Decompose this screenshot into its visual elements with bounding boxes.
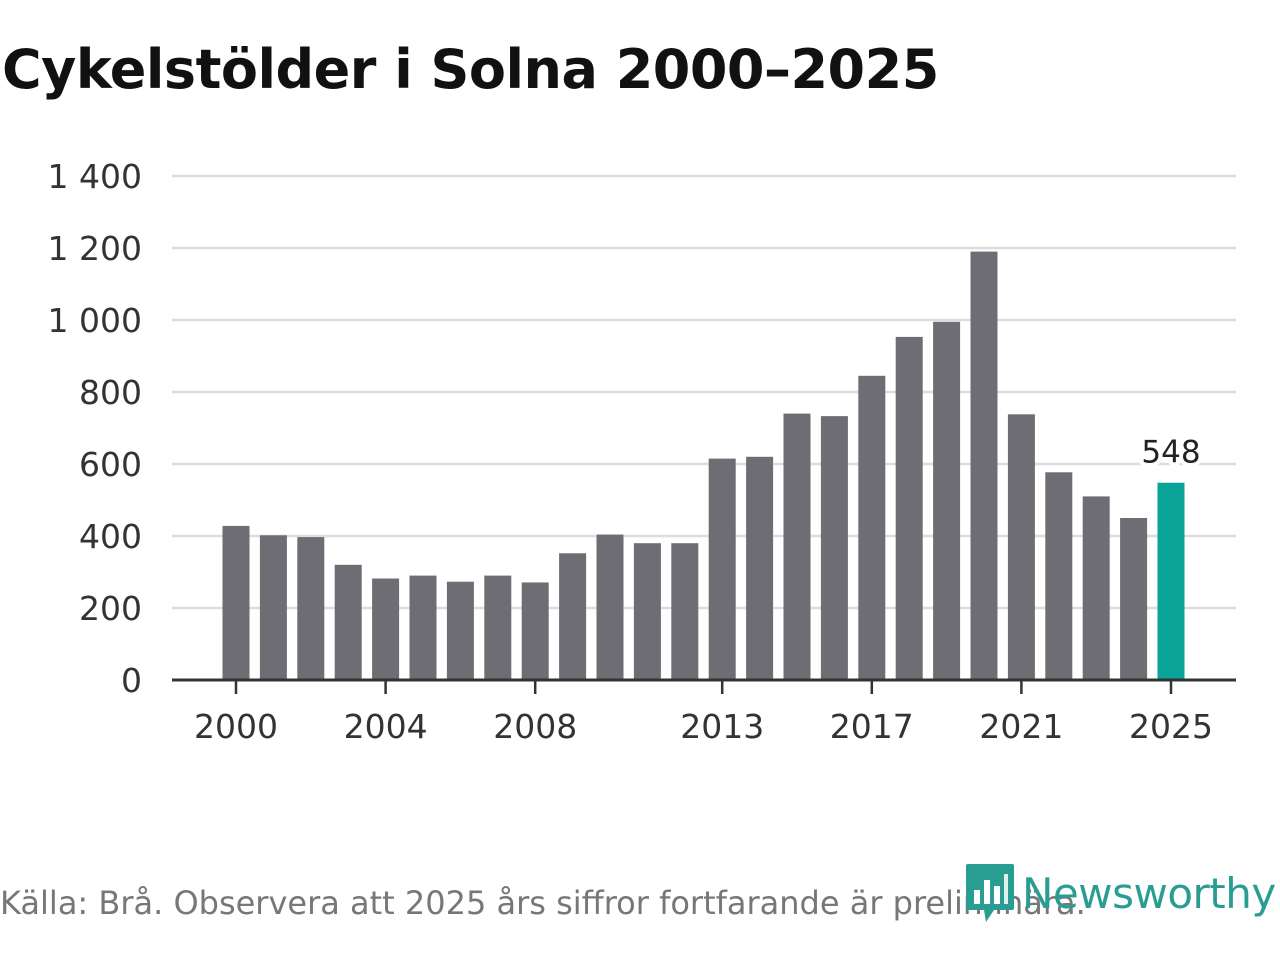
- gridlines: [172, 174, 1236, 610]
- x-axis-ticks: 2000 2004 2008 2013 2017 2021 2025: [194, 680, 1213, 746]
- data-labels: 548: [1137, 431, 1204, 475]
- x-tick-label: 2004: [344, 707, 428, 746]
- x-tick-label: 2025: [1129, 707, 1213, 746]
- bar: [446, 581, 474, 680]
- bar: [1157, 482, 1185, 680]
- x-tick-label: 2008: [493, 707, 577, 746]
- source-note: Källa: Brå. Observera att 2025 års siffr…: [0, 884, 1086, 922]
- y-axis: 0 200 400 600 800 1 000 1 200 1 400: [48, 157, 142, 700]
- brand-logo: Newsworthy: [964, 862, 1276, 924]
- y-tick-label: 1 200: [48, 229, 142, 268]
- data-label-2025: 548: [1141, 435, 1200, 471]
- bar: [1082, 496, 1110, 680]
- bar: [259, 535, 287, 680]
- chart-title: Cykelstölder i Solna 2000–2025: [2, 38, 939, 101]
- bar: [895, 336, 923, 680]
- bar: [633, 543, 661, 680]
- bar: [297, 537, 325, 680]
- bar: [933, 321, 961, 680]
- bar: [596, 534, 624, 680]
- bar: [783, 413, 811, 680]
- bar: [708, 458, 736, 680]
- x-tick-label: 2021: [979, 707, 1063, 746]
- y-tick-label: 600: [79, 445, 142, 484]
- y-tick-label: 1 000: [48, 301, 142, 340]
- bar: [746, 456, 774, 680]
- bar: [858, 375, 886, 680]
- bar: [409, 575, 437, 680]
- brand-name: Newsworthy: [1022, 868, 1276, 918]
- bar: [671, 543, 699, 680]
- bar: [820, 416, 848, 680]
- x-tick-label: 2017: [830, 707, 914, 746]
- bar: [334, 564, 362, 680]
- x-tick-label: 2013: [680, 707, 764, 746]
- bar: [372, 578, 400, 680]
- bar: [222, 525, 250, 680]
- y-tick-label: 400: [79, 517, 142, 556]
- y-tick-label: 800: [79, 373, 142, 412]
- bar: [970, 251, 998, 680]
- bar: [559, 553, 587, 680]
- y-tick-label: 0: [121, 661, 142, 700]
- bar: [1120, 518, 1148, 680]
- y-tick-label: 1 400: [48, 157, 142, 196]
- bar: [1007, 414, 1035, 680]
- bar: [1045, 472, 1073, 680]
- bar: [484, 575, 512, 680]
- bars: [222, 251, 1185, 680]
- bar: [521, 582, 549, 680]
- x-tick-label: 2000: [194, 707, 278, 746]
- y-tick-label: 200: [79, 589, 142, 628]
- newsworthy-logo-icon: [966, 864, 1014, 922]
